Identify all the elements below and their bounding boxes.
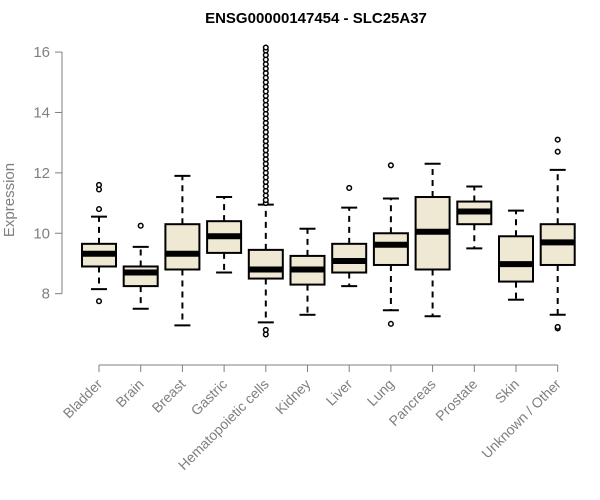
y-tick-label: 12: [33, 165, 50, 182]
outlier-point: [387, 320, 394, 327]
boxes-group: [81, 44, 576, 338]
box-gastric: [206, 196, 243, 274]
outlier-point: [95, 298, 103, 305]
x-tick-label: Lung: [364, 376, 397, 409]
box-bladder: [81, 181, 117, 305]
y-axis: 8 10 12 14 16: [33, 44, 63, 303]
box-prostate: [456, 185, 493, 250]
y-tick-label: 8: [42, 286, 50, 303]
box-kidney: [289, 227, 326, 316]
box-iqr: [372, 232, 409, 266]
y-axis-label: Expression: [1, 163, 18, 237]
box-skin: [498, 209, 534, 301]
outlier-point: [262, 326, 269, 333]
outlier-point: [137, 222, 144, 229]
chart-title: ENSG00000147454 - SLC25A37: [205, 10, 427, 27]
y-tick-label: 14: [33, 104, 50, 121]
box-iqr: [247, 248, 284, 280]
box-breast: [164, 174, 201, 327]
box-brain: [122, 222, 159, 310]
outlier-point: [95, 181, 103, 188]
box-liver: [331, 184, 368, 288]
box-pancreas: [414, 162, 451, 318]
outlier-point: [346, 184, 353, 192]
outlier-point: [262, 44, 269, 51]
box-unknown-other: [539, 136, 576, 332]
box-lung: [372, 162, 409, 327]
x-tick-label: Breast: [149, 376, 189, 416]
box-iqr: [164, 223, 201, 271]
x-tick-label: Brain: [112, 376, 146, 410]
outlier-point: [95, 206, 103, 213]
x-tick-label: Liver: [323, 376, 356, 409]
x-tick-label: Prostate: [432, 376, 480, 424]
x-tick-label: Skin: [492, 376, 523, 407]
outlier-point: [554, 148, 561, 155]
y-tick-label: 10: [33, 225, 50, 242]
x-tick-label: Unknown / Other: [478, 376, 564, 462]
x-tick-label: Kidney: [272, 376, 314, 418]
box-iqr: [498, 235, 534, 283]
outlier-point: [554, 323, 561, 330]
box-iqr: [122, 265, 159, 288]
x-tick-label: Bladder: [60, 376, 106, 422]
y-tick-label: 16: [33, 44, 50, 61]
outlier-point: [554, 136, 561, 143]
outlier-point: [387, 162, 394, 169]
box-hematopoietic-cells: [247, 44, 284, 338]
